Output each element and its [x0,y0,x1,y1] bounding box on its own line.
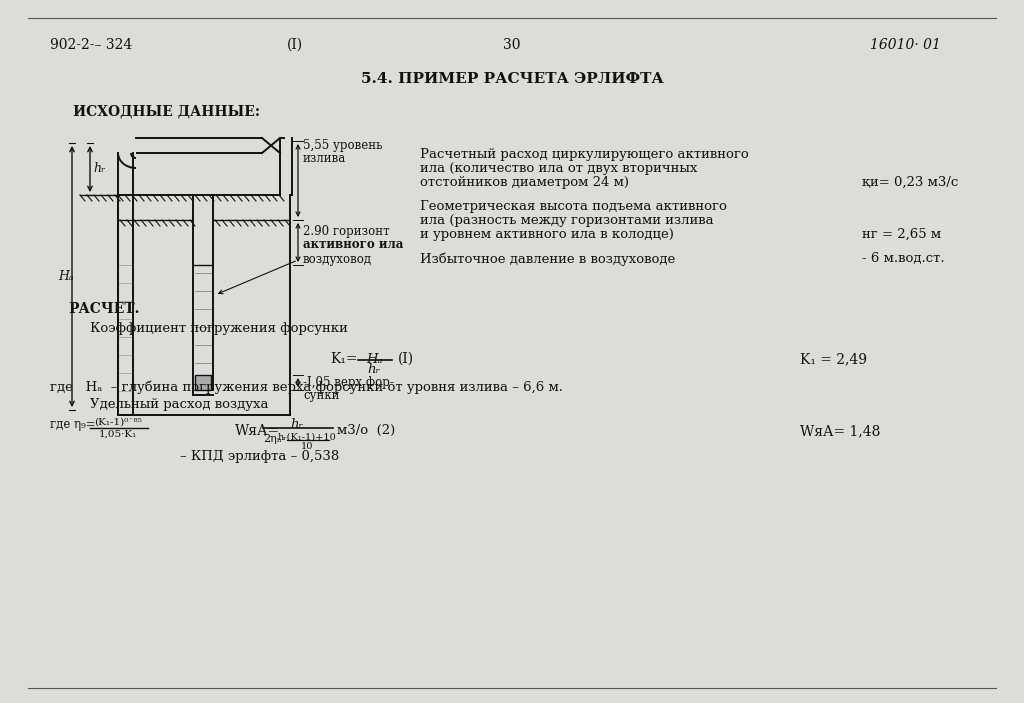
Text: қи= 0,23 м3/с: қи= 0,23 м3/с [862,176,958,189]
Text: -I,05 верх фор-: -I,05 верх фор- [303,376,394,389]
Text: отстойников диаметром 24 м): отстойников диаметром 24 м) [420,176,629,189]
Text: 2.90 горизонт: 2.90 горизонт [303,225,390,238]
Text: - 6 м.вод.ст.: - 6 м.вод.ст. [862,252,944,265]
Text: ила (количество ила от двух вторичных: ила (количество ила от двух вторичных [420,162,697,175]
Text: WяА= 1,48: WяА= 1,48 [800,424,881,438]
Text: нг = 2,65 м: нг = 2,65 м [862,228,941,241]
Text: 5.4. ПРИМЕР РАСЧЕТА ЭРЛИФТА: 5.4. ПРИМЕР РАСЧЕТА ЭРЛИФТА [360,72,664,86]
Text: сунки: сунки [303,389,340,402]
Text: где   Hₐ  – глубина погружения верха форсунки от уровня излива – 6,6 м.: где Hₐ – глубина погружения верха форсун… [50,380,563,394]
Bar [195,375,211,390]
Text: Hₐ: Hₐ [366,353,382,366]
Text: hᵣ(K₁-1)+10: hᵣ(K₁-1)+10 [278,433,336,442]
Text: hᵣ: hᵣ [368,363,381,376]
Text: hᵣ: hᵣ [93,162,105,176]
Text: Избыточное давление в воздуховоде: Избыточное давление в воздуховоде [420,252,675,266]
Text: 30: 30 [503,38,521,52]
Text: Геометрическая высота подъема активного: Геометрическая высота подъема активного [420,200,727,213]
Text: (I): (I) [398,352,414,366]
Text: 10: 10 [301,442,313,451]
Text: (I): (I) [287,38,303,52]
Text: ила (разность между горизонтами излива: ила (разность между горизонтами излива [420,214,714,227]
Text: K₁ = 2,49: K₁ = 2,49 [800,352,867,366]
Text: hᵣ: hᵣ [291,418,303,431]
Text: активного ила: активного ила [303,238,403,251]
Text: 2ηₕ: 2ηₕ [263,434,282,444]
Text: 5,55 уровень: 5,55 уровень [303,139,383,152]
Text: 902-2-– 324: 902-2-– 324 [50,38,132,52]
Text: и уровнем активного ила в колодце): и уровнем активного ила в колодце) [420,228,674,241]
Text: где η₉=: где η₉= [50,418,95,431]
Text: – КПД эрлифта – 0,538: – КПД эрлифта – 0,538 [180,450,339,463]
Text: 16010· 01: 16010· 01 [870,38,941,52]
Text: Коэффициент погружения форсунки: Коэффициент погружения форсунки [90,322,348,335]
Text: 1,05·K₁: 1,05·K₁ [99,430,137,439]
Text: Расчетный расход циркулирующего активного: Расчетный расход циркулирующего активног… [420,148,749,161]
Text: воздуховод: воздуховод [303,253,372,266]
Text: м3/о  (2): м3/о (2) [337,424,395,437]
Text: излива: излива [303,152,346,165]
Text: WяА=: WяА= [234,424,281,438]
Text: K₁=: K₁= [330,352,357,366]
Text: РАСЧЕТ.: РАСЧЕТ. [68,302,139,316]
Text: Удельный расход воздуха: Удельный расход воздуха [90,398,268,411]
Text: ИСХОДНЫЕ ДАННЫЕ:: ИСХОДНЫЕ ДАННЫЕ: [73,105,260,119]
Text: (K₁-1)⁰˙⁸⁵: (K₁-1)⁰˙⁸⁵ [94,418,142,427]
Text: Hₐ: Hₐ [58,269,74,283]
